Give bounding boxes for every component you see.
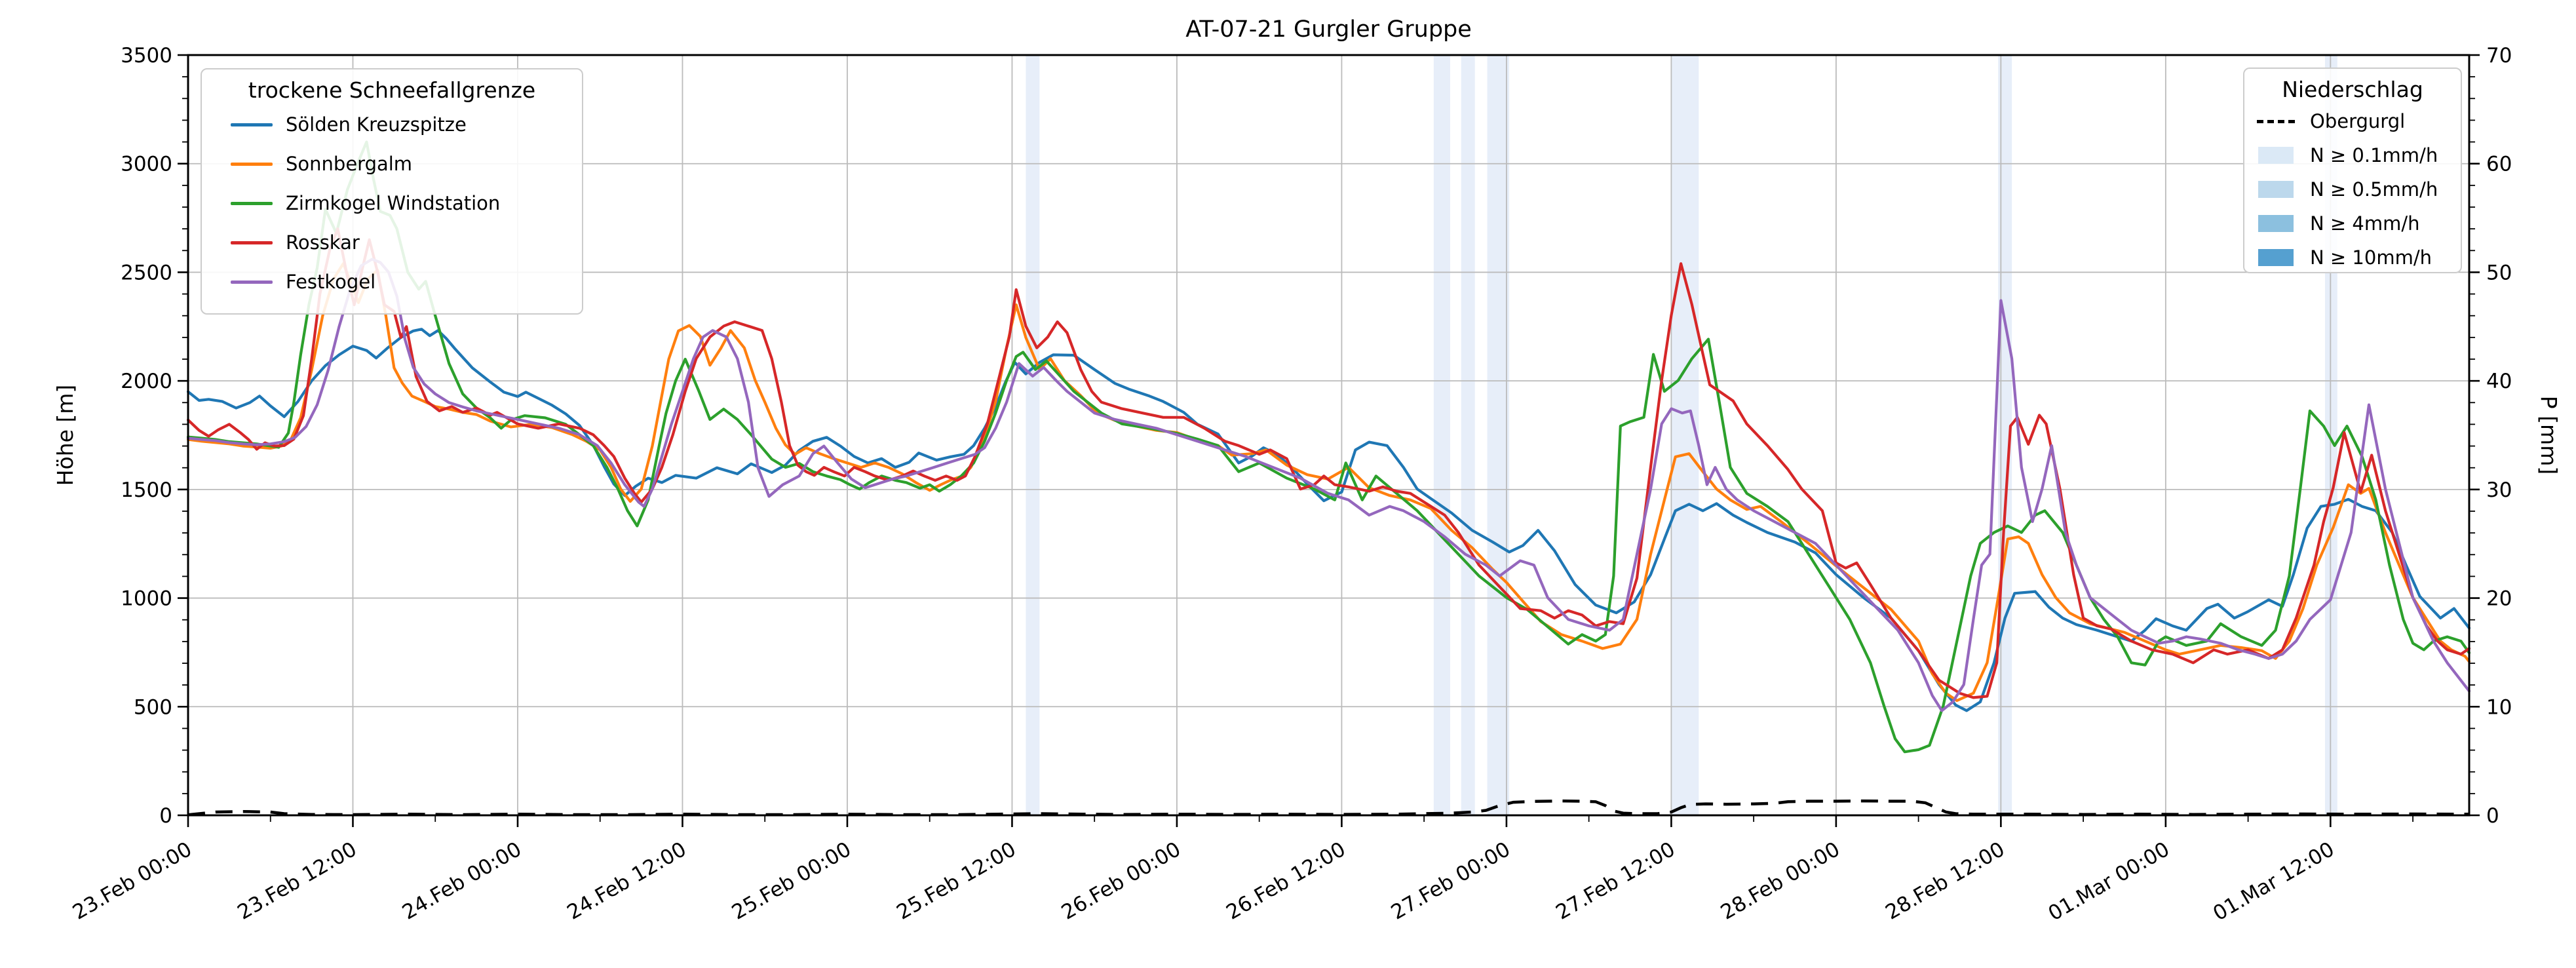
y-right-tick-label: 70 [2486,44,2512,68]
series-line-1 [186,262,2471,703]
line-swatch-festkogel [231,280,273,284]
line-swatch-sonnbergalm [231,162,273,166]
x-tick-label: 25.Feb 00:00 [728,838,855,925]
precip-patch-4 [2258,215,2294,232]
precip-patch-0.5 [2258,181,2294,198]
y-right-tick-label: 50 [2486,261,2512,284]
precip-band [1461,55,1475,815]
series-line-0 [186,328,2471,712]
line-swatch-soelden [231,123,273,126]
precip-band [1026,55,1040,815]
x-tick-label: 25.Feb 12:00 [893,838,1020,925]
legend-label: N ≥ 10mm/h [2310,246,2432,269]
x-tick-label: 27.Feb 00:00 [1387,838,1514,925]
legend-label: Obergurgl [2310,110,2406,132]
y-left-tick-label: 0 [159,804,172,828]
series-line-3 [186,227,2471,699]
legend-schneefallgrenze-title: trockene Schneefallgrenze [248,77,536,103]
plot-frame [187,54,2470,817]
legend-item-sonnbergalm: Sonnbergalm [202,144,582,184]
x-tick-label: 24.Feb 12:00 [563,838,690,925]
precip-band [1671,55,1699,815]
y-left-tick-label: 2500 [121,261,172,284]
x-tick-label: 26.Feb 00:00 [1058,838,1185,925]
legend-label: N ≥ 4mm/h [2310,212,2420,235]
x-tick-label: 23.Feb 12:00 [233,838,360,925]
x-tick-label: 28.Feb 00:00 [1717,838,1844,925]
y-left-tick-label: 1000 [121,587,172,611]
series-line-4 [186,258,2471,712]
legend-item-n-0.1mmh: N ≥ 0.1mm/h [2244,138,2461,172]
legend-item-rosskar: Rosskar [202,223,582,262]
y-right-tick-label: 30 [2486,478,2512,502]
x-tick-label: 26.Feb 12:00 [1222,838,1349,925]
precip-band [1998,55,2012,815]
legend-item-zirmkogel-windstation: Zirmkogel Windstation [202,184,582,223]
y-axis-label-right: P [mm] [2536,396,2562,474]
chart-title: AT-07-21 Gurgler Gruppe [1185,16,1472,43]
y-left-tick-label: 500 [134,695,172,719]
x-tick-label: 01.Mar 00:00 [2045,838,2174,926]
y-right-tick-label: 10 [2486,695,2512,719]
obergurgl-precip-line [187,799,2470,817]
legend-item-n-10mmh: N ≥ 10mm/h [2244,241,2461,275]
precip-band [1433,55,1450,815]
legend-label: N ≥ 0.1mm/h [2310,144,2438,166]
y-left-tick-label: 3000 [121,153,172,176]
x-tick-label: 23.Feb 00:00 [69,838,196,925]
legend-label: Sonnbergalm [286,153,413,175]
legend-niederschlag: Niederschlag Obergurgl N ≥ 0.1mm/h N ≥ 0… [2243,68,2462,273]
line-swatch-rosskar [231,241,273,244]
y-left-tick-label: 2000 [121,370,172,393]
legend-item-obergurgl: Obergurgl [2244,104,2461,138]
line-swatch-zirmkogel [231,201,273,205]
legend-label: Sölden Kreuzspitze [286,113,467,136]
x-tick-label: 27.Feb 12:00 [1552,838,1679,925]
precip-band [1487,55,1510,815]
legend-item-n-0.5mmh: N ≥ 0.5mm/h [2244,172,2461,206]
legend-item-n-4mmh: N ≥ 4mm/h [2244,206,2461,241]
y-left-tick-label: 1500 [121,478,172,502]
x-tick-label: 28.Feb 12:00 [1881,838,2009,925]
legend-niederschlag-title: Niederschlag [2282,77,2423,102]
precip-patch-10 [2258,249,2294,266]
y-right-tick-label: 20 [2486,587,2512,611]
legend-label: N ≥ 0.5mm/h [2310,178,2438,201]
legend-label: Festkogel [286,271,376,293]
legend-item-soelden-kreuzspitze: Sölden Kreuzspitze [202,105,582,144]
y-right-tick-label: 40 [2486,370,2512,393]
y-right-tick-label: 60 [2486,153,2512,176]
y-right-tick-label: 0 [2486,804,2499,828]
precip-patch-0.1 [2258,147,2294,164]
x-tick-label: 24.Feb 00:00 [398,838,526,925]
dashed-line-swatch [2257,119,2295,123]
legend-item-festkogel: Festkogel [202,262,582,301]
y-left-tick-label: 3500 [121,44,172,68]
y-axis-label-left: Höhe [m] [52,385,78,486]
legend-label: Rosskar [286,231,360,254]
legend-schneefallgrenze: trockene Schneefallgrenze Sölden Kreuzsp… [201,68,583,315]
x-tick-label: 01.Mar 12:00 [2209,838,2338,926]
legend-label: Zirmkogel Windstation [286,192,501,214]
